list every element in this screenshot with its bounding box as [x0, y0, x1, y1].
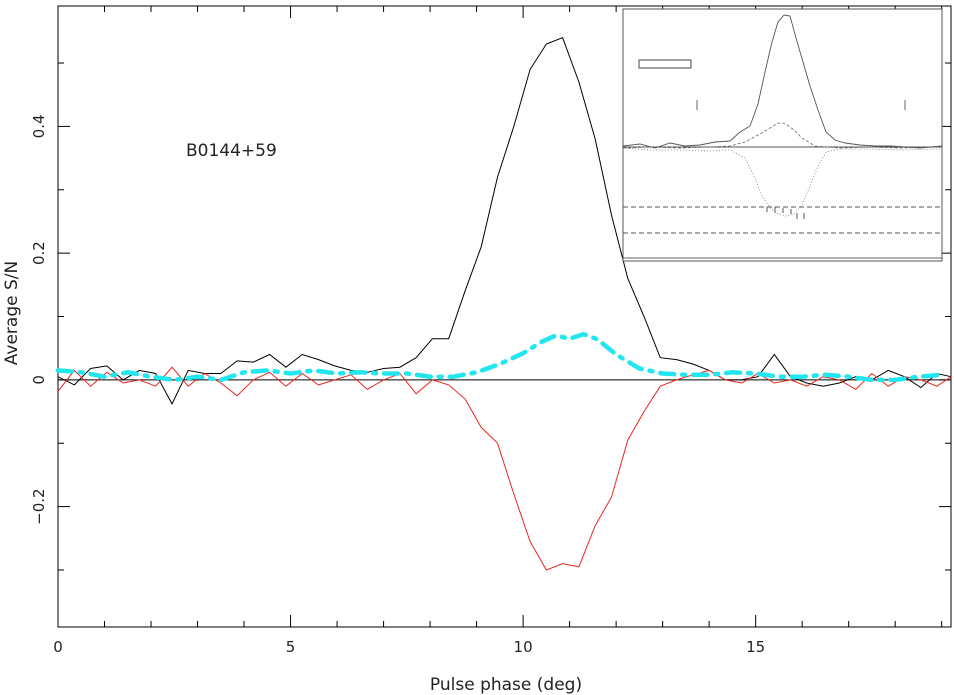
y-tick-label: 0	[30, 375, 48, 385]
inset-circular-polarization	[622, 147, 943, 217]
pulsar-name-label: B0144+59	[186, 141, 277, 161]
x-axis-label: Pulse phase (deg)	[430, 675, 582, 695]
series-line-1	[57, 37, 952, 406]
series-line-2	[57, 366, 952, 571]
x-tick-label: 15	[746, 638, 765, 656]
y-tick-label: 0.4	[30, 114, 48, 138]
y-tick-label: −0.2	[30, 488, 48, 524]
x-tick-label: 5	[286, 638, 296, 656]
axis-ticks: 0 5 10 15 −0.2 0 0.2 0.4	[30, 6, 951, 656]
y-axis-label: Average S/N	[2, 261, 22, 365]
inset-panel	[622, 8, 943, 262]
inset-total-intensity	[622, 14, 943, 149]
series-line-3	[55, 331, 944, 383]
inset-pa-points	[766, 207, 805, 219]
inset-linear-polarization	[622, 122, 943, 149]
series-group	[55, 37, 952, 571]
x-tick-label: 0	[53, 638, 63, 656]
y-tick-label: 0.2	[30, 241, 48, 265]
x-tick-label: 10	[514, 638, 533, 656]
inset-scale-box	[638, 59, 692, 69]
